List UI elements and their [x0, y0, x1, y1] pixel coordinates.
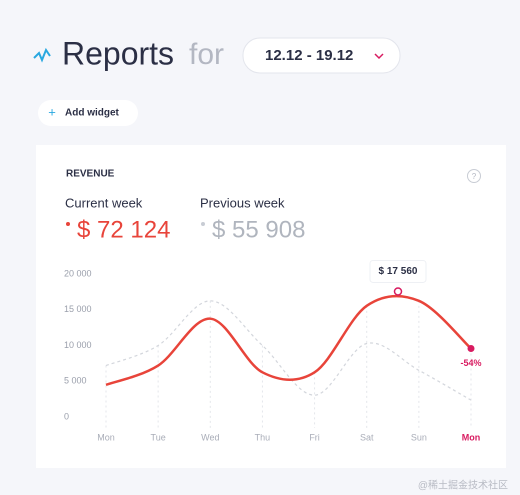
help-mark[interactable]: ?: [472, 172, 477, 181]
date-picker[interactable]: [242, 37, 401, 74]
plus-icon[interactable]: +: [48, 104, 56, 119]
card-title: REVENUE: [66, 169, 115, 180]
x-tick-label: Fri: [309, 432, 320, 442]
tooltip: [369, 259, 427, 283]
y-tick-label: 0: [64, 411, 69, 421]
x-tick-label: Sat: [360, 432, 374, 442]
x-tick-label: Wed: [201, 432, 219, 442]
page-title: Reports: [62, 35, 174, 71]
end-point: [467, 345, 475, 353]
add-widget-label[interactable]: Add widget: [65, 108, 120, 119]
current-value: $ 72 124: [77, 216, 170, 243]
y-tick-label: 10 000: [64, 340, 92, 350]
y-tick-label: 15 000: [64, 304, 92, 314]
previous-value: $ 55 908: [212, 216, 305, 243]
x-tick-label: Tue: [151, 432, 166, 442]
tooltip-label: $ 17 560: [379, 266, 418, 277]
chart: 0 5 000 10 000 15 000 20 000 Mon Tue Wed Thu Fri S…: [64, 259, 500, 442]
watermark: @稀土掘金技术社区: [418, 479, 508, 492]
x-tick-label: Sun: [411, 432, 427, 442]
x-tick-label: Mon: [97, 432, 115, 442]
y-tick-label: 20 000: [64, 268, 92, 278]
highlight-point: [393, 287, 403, 296]
date-range[interactable]: 12.12 - 19.12: [265, 47, 353, 64]
y-tick-label: 5 000: [64, 376, 87, 386]
current-label: Current week: [65, 195, 143, 210]
card: [36, 145, 506, 468]
help-icon[interactable]: [467, 169, 481, 183]
previous-label: Previous week: [200, 195, 285, 210]
reports-icon: [33, 47, 51, 63]
series-line: [105, 294, 472, 387]
x-tick-label: Thu: [255, 432, 271, 442]
chevron[interactable]: [374, 53, 384, 60]
x-tick-label: Mon: [462, 432, 481, 442]
add-widget-button[interactable]: [38, 100, 138, 126]
change-label: -54%: [460, 358, 481, 368]
current-dot: [66, 222, 70, 226]
title-connector: for: [189, 38, 224, 71]
previous-dot: [201, 222, 205, 226]
